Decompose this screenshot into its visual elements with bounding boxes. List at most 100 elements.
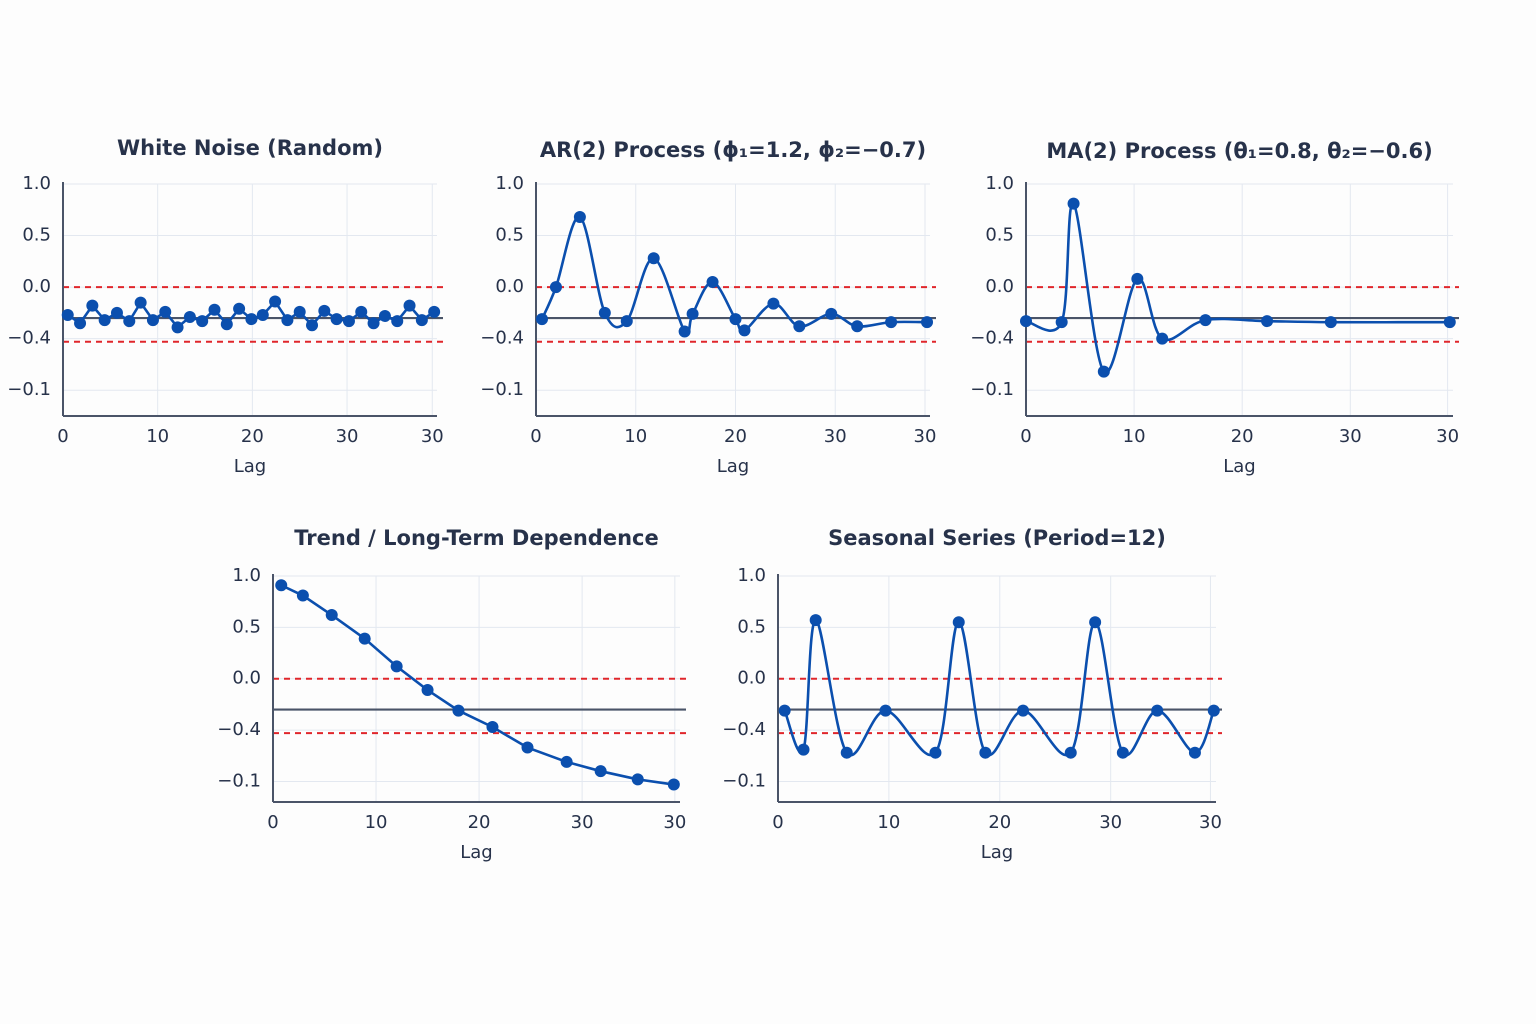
- data-point: [208, 303, 221, 316]
- x-axis-label: Lag: [234, 456, 266, 477]
- data-point: [293, 305, 306, 318]
- subplot-title: MA(2) Process (θ₁=0.8, θ₂=−0.6): [1046, 139, 1432, 163]
- data-point: [358, 632, 371, 645]
- data-point: [706, 275, 719, 288]
- data-point: [1324, 316, 1337, 329]
- data-point: [778, 704, 791, 717]
- data-point: [421, 684, 434, 697]
- data-point: [171, 321, 184, 334]
- data-point: [281, 314, 294, 327]
- data-point: [979, 746, 992, 759]
- y-tick-label: 0.5: [232, 616, 261, 637]
- x-tick-label: 0: [530, 426, 541, 447]
- data-point: [929, 746, 942, 759]
- data-point: [631, 773, 644, 786]
- data-point: [521, 741, 534, 754]
- data-point: [296, 589, 309, 602]
- subplot: MA(2) Process (θ₁=0.8, θ₂=−0.6) 1.0 0.5 0.0…: [970, 139, 1459, 477]
- x-axis-label: Lag: [1223, 456, 1255, 477]
- data-point: [952, 616, 965, 629]
- x-axis-label: Lag: [717, 456, 749, 477]
- data-point: [921, 316, 934, 329]
- data-point: [686, 307, 699, 320]
- series-line: [783, 618, 1215, 757]
- y-tick-label: 1.0: [985, 173, 1014, 194]
- data-point: [594, 765, 607, 778]
- x-tick-label: 20: [988, 812, 1011, 833]
- data-point: [403, 299, 416, 312]
- data-point: [573, 210, 586, 223]
- y-tick-label: −0.4: [7, 328, 51, 349]
- subplot: AR(2) Process (ϕ₁=1.2, ϕ₂=−0.7) 1.0 0.5 0.0…: [480, 138, 936, 477]
- y-tick-label: −0.1: [480, 379, 524, 400]
- data-point: [549, 281, 562, 294]
- subplot: Seasonal Series (Period=12) 1.0 0.5 0.0 −0.4…: [722, 526, 1222, 863]
- data-point: [1055, 316, 1068, 329]
- y-tick-label: 0.0: [22, 276, 51, 297]
- x-tick-label: 10: [877, 812, 900, 833]
- data-point: [74, 317, 87, 330]
- data-point: [123, 315, 136, 328]
- data-point: [342, 315, 355, 328]
- subplot-title: Trend / Long-Term Dependence: [294, 526, 658, 550]
- data-point: [678, 325, 691, 338]
- x-tick-label: 0: [772, 812, 783, 833]
- data-point: [196, 315, 209, 328]
- x-tick-label: 30: [663, 812, 686, 833]
- data-point: [233, 302, 246, 315]
- y-tick-label: 1.0: [737, 565, 766, 586]
- y-tick-label: 0.0: [232, 668, 261, 689]
- data-point: [1017, 704, 1030, 717]
- y-tick-label: −0.1: [217, 770, 261, 791]
- data-point: [275, 579, 288, 592]
- y-tick-label: 0.5: [22, 225, 51, 246]
- data-point: [729, 313, 742, 326]
- data-point: [110, 306, 123, 319]
- x-tick-label: 30: [914, 426, 937, 447]
- data-point: [879, 704, 892, 717]
- data-point: [452, 704, 465, 717]
- data-point: [256, 308, 269, 321]
- data-point: [667, 778, 680, 791]
- data-point: [1064, 746, 1077, 759]
- data-point: [1443, 316, 1456, 329]
- data-point: [598, 306, 611, 319]
- x-tick-label: 0: [57, 426, 68, 447]
- data-point: [1116, 746, 1129, 759]
- subplot-title: White Noise (Random): [117, 136, 383, 160]
- data-point: [391, 315, 404, 328]
- data-point: [378, 309, 391, 322]
- y-tick-label: −0.4: [217, 719, 261, 740]
- x-axis-label: Lag: [460, 842, 492, 863]
- data-point: [647, 252, 660, 265]
- y-tick-label: −0.1: [722, 770, 766, 791]
- y-tick-label: 0.0: [495, 276, 524, 297]
- data-point: [1097, 365, 1110, 378]
- data-point: [325, 609, 338, 622]
- data-point: [851, 320, 864, 333]
- x-tick-label: 30: [571, 812, 594, 833]
- data-point: [1207, 704, 1220, 717]
- data-point: [1199, 314, 1212, 327]
- data-point: [1156, 332, 1169, 345]
- data-point: [1151, 704, 1164, 717]
- x-tick-label: 20: [241, 426, 264, 447]
- data-point: [825, 307, 838, 320]
- x-tick-label: 30: [1436, 426, 1459, 447]
- y-tick-label: 1.0: [22, 173, 51, 194]
- x-tick-label: 10: [1123, 426, 1146, 447]
- x-tick-label: 10: [624, 426, 647, 447]
- data-point: [486, 721, 499, 734]
- x-tick-label: 30: [1099, 812, 1122, 833]
- y-tick-label: 1.0: [232, 565, 261, 586]
- subplot-title: Seasonal Series (Period=12): [828, 526, 1166, 550]
- data-point: [840, 746, 853, 759]
- y-tick-label: 0.0: [737, 668, 766, 689]
- data-point: [318, 304, 331, 317]
- y-tick-label: −0.4: [970, 328, 1014, 349]
- data-point: [1067, 197, 1080, 210]
- data-point: [809, 614, 822, 627]
- data-point: [620, 315, 633, 328]
- subplot: White Noise (Random) 1.0 0.5 0.0 −0.4 −0.1 0 10…: [7, 136, 443, 477]
